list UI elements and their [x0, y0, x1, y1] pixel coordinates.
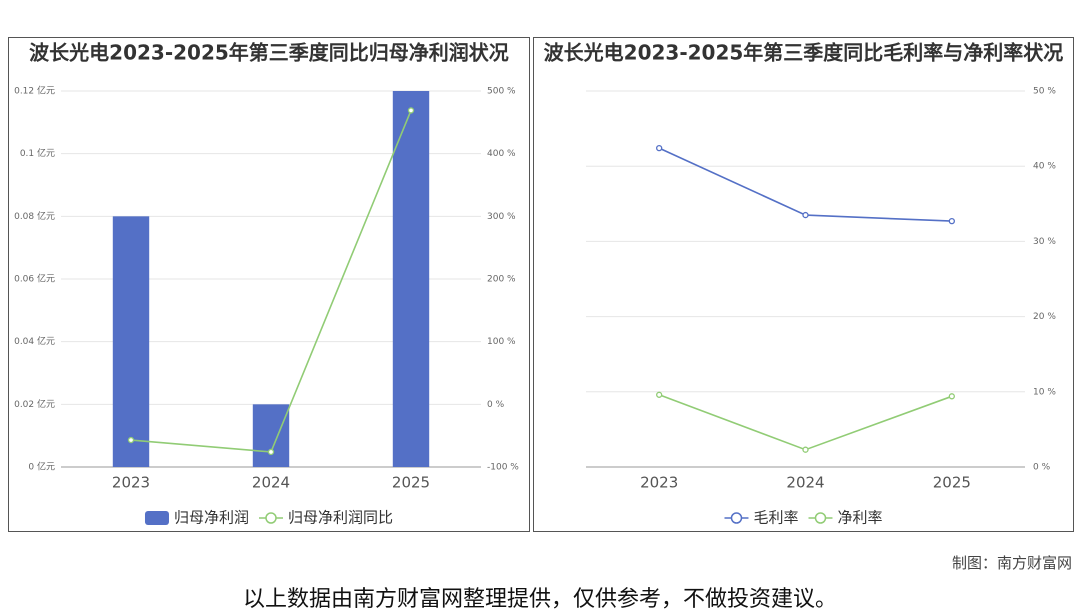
- y2-tick-label: 200 %: [487, 275, 516, 285]
- y2-tick-label: 400 %: [487, 149, 516, 159]
- y-tick-label: 0 亿元: [28, 461, 55, 473]
- bar: [392, 91, 430, 467]
- y-tick-label: 10 %: [1033, 387, 1056, 397]
- point: [802, 211, 809, 219]
- point: [127, 436, 135, 444]
- legend-symbol: [265, 512, 277, 524]
- line: [130, 110, 412, 453]
- y-tick-label: 0.1 亿元: [20, 147, 55, 159]
- y-tick-label: 20 %: [1033, 312, 1056, 322]
- y-tick-label: 50 %: [1033, 87, 1056, 97]
- y2-tick-label: -100 %: [487, 463, 519, 473]
- point: [948, 393, 955, 400]
- y-tick-label: 30 %: [1033, 237, 1056, 247]
- y-tick-label: 0.12 亿元: [14, 85, 55, 97]
- legend-symbol: [144, 511, 169, 525]
- bar: [112, 216, 150, 467]
- x-tick-label: 2023: [640, 474, 678, 492]
- point: [948, 217, 955, 225]
- line: [658, 147, 952, 222]
- x-tick-label: 2024: [252, 474, 290, 492]
- chart-title: 波长光电2023-2025年第三季度同比毛利率与净利率状况: [544, 41, 1064, 65]
- point: [802, 446, 809, 453]
- x-tick-label: 2024: [786, 474, 824, 492]
- y-tick-label: 0.02 亿元: [14, 398, 55, 410]
- legend-symbol: [730, 512, 743, 524]
- disclaimer: 以上数据由南方财富网整理提供，仅供参考，不做投资建议。: [242, 587, 837, 612]
- x-tick-label: 2023: [112, 474, 150, 492]
- y-tick-label: 0.08 亿元: [14, 210, 55, 222]
- legend-label: 毛利率: [753, 509, 798, 527]
- y2-tick-label: 100 %: [487, 337, 516, 347]
- legend-symbol: [814, 512, 827, 524]
- y-tick-label: 0 %: [1033, 463, 1051, 473]
- legend-label: 归母净利润: [174, 509, 249, 527]
- point: [407, 107, 415, 114]
- point: [656, 145, 663, 152]
- y-tick-label: 0.06 亿元: [14, 273, 55, 285]
- point: [267, 448, 275, 456]
- point: [656, 391, 663, 398]
- legend-label: 归母净利润同比: [288, 509, 393, 527]
- y2-tick-label: 0 %: [487, 400, 505, 410]
- x-tick-label: 2025: [392, 474, 430, 492]
- x-tick-label: 2025: [933, 474, 971, 492]
- y-tick-label: 40 %: [1033, 162, 1056, 172]
- chart-title: 波长光电2023-2025年第三季度同比归母净利润状况: [29, 41, 509, 65]
- y2-tick-label: 300 %: [487, 212, 516, 222]
- y2-tick-label: 500 %: [487, 87, 516, 97]
- bar: [252, 404, 290, 467]
- y-tick-label: 0.04 亿元: [14, 335, 55, 347]
- chart-panel: 波长光电2023-2025年第三季度同比毛利率与净利率状况 0 % 10 % 20 %…: [533, 37, 1074, 532]
- credit: 制图：南方财富网: [951, 554, 1072, 572]
- chart-panel: 波长光电2023-2025年第三季度同比归母净利润状况 0 亿元 0.02 亿元 0.…: [8, 37, 530, 532]
- legend-label: 净利率: [838, 509, 883, 527]
- line: [658, 394, 953, 451]
